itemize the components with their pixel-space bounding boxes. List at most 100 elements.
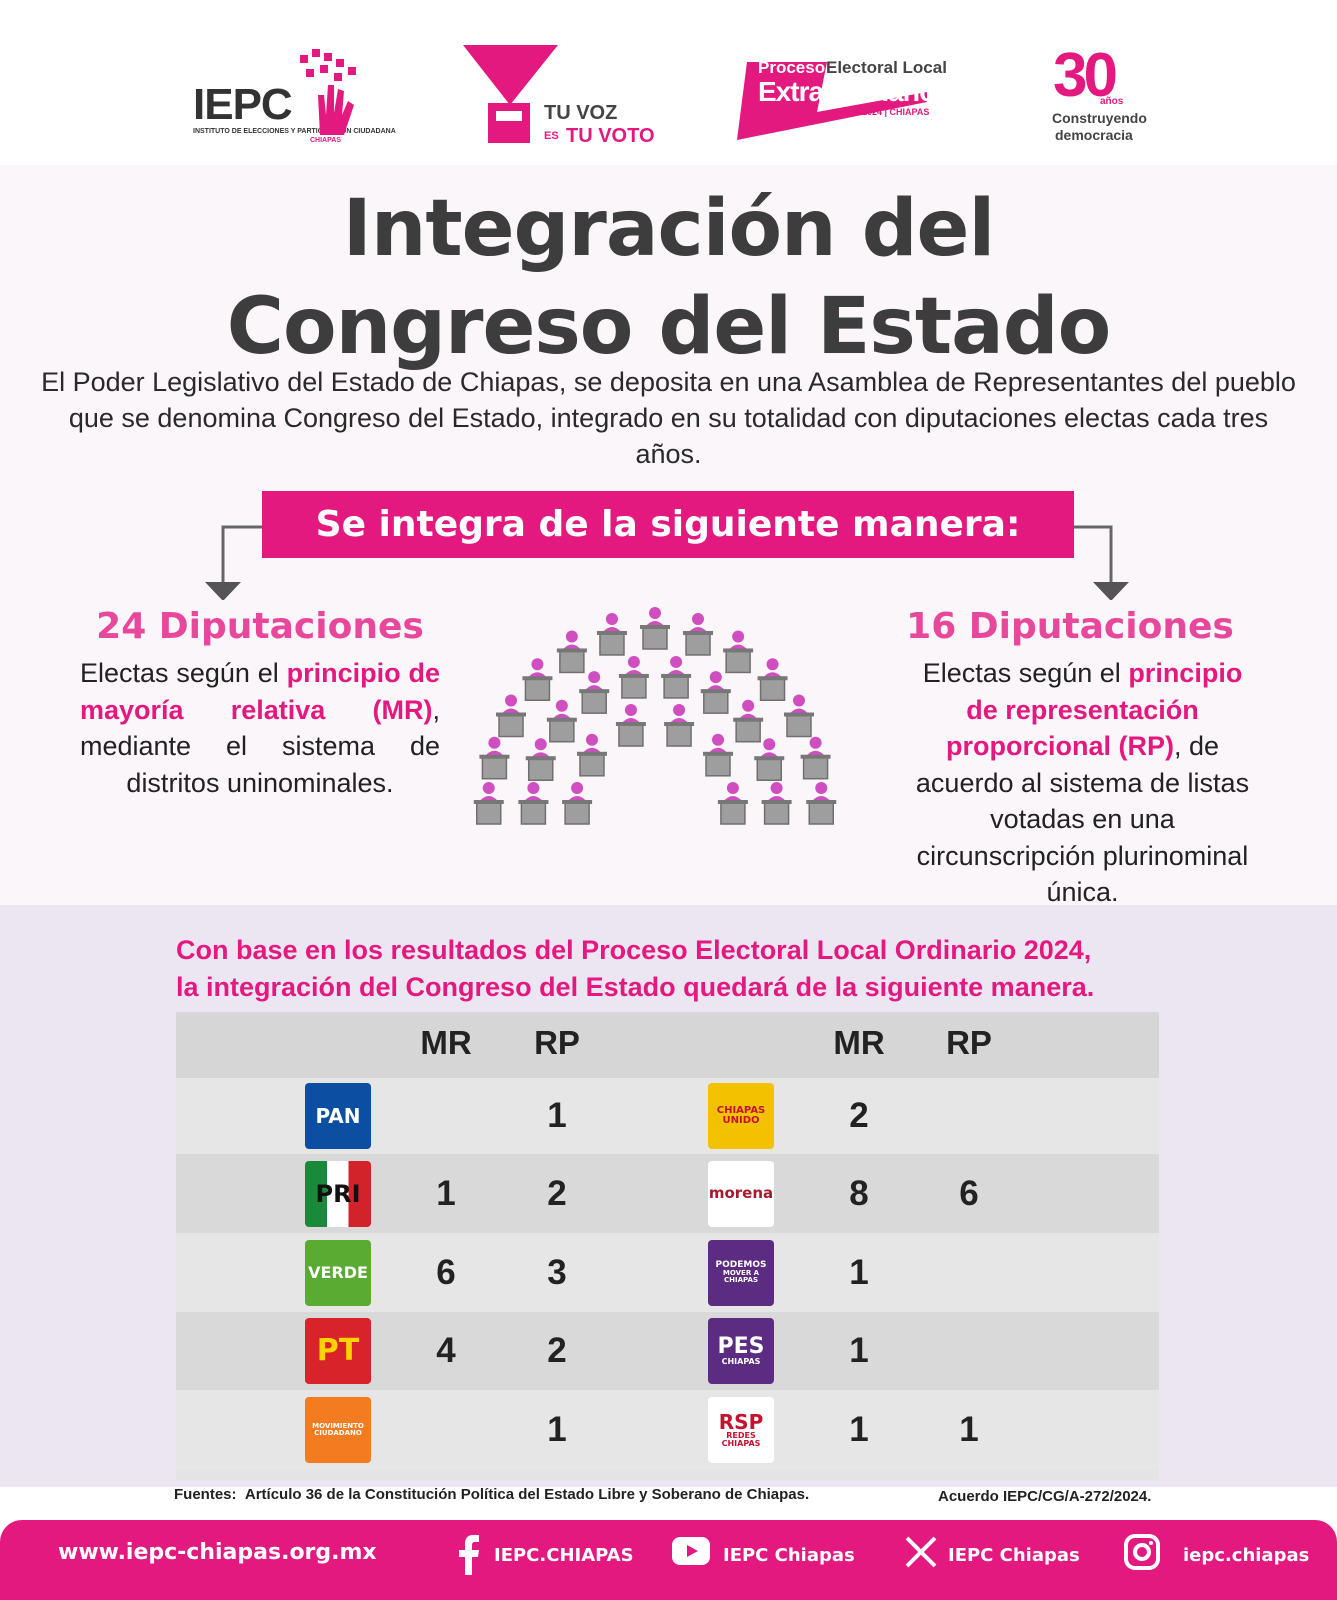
seat bbox=[756, 757, 783, 781]
seat bbox=[618, 673, 649, 678]
party-name: PODEMOS bbox=[715, 1260, 767, 1270]
results-heading: Con base en los resultados del Proceso E… bbox=[176, 932, 1094, 1006]
seat bbox=[534, 738, 547, 751]
seat bbox=[481, 755, 508, 780]
seat bbox=[525, 756, 556, 761]
seat bbox=[522, 676, 553, 681]
party-name: CHIAPAS bbox=[721, 1357, 761, 1366]
seat bbox=[700, 689, 731, 694]
seat-count: 6 bbox=[959, 1173, 979, 1213]
seat bbox=[579, 689, 610, 694]
seat bbox=[712, 733, 725, 746]
seat bbox=[624, 704, 637, 717]
seat bbox=[723, 648, 754, 653]
mr-heading: 24 Diputaciones bbox=[96, 606, 424, 647]
seat bbox=[576, 751, 607, 756]
seat bbox=[505, 694, 518, 707]
party-name: CIUDADANO bbox=[314, 1429, 362, 1437]
sources-label: Fuentes: bbox=[174, 1486, 237, 1503]
seat bbox=[531, 658, 544, 671]
seat bbox=[549, 718, 575, 743]
seat bbox=[763, 801, 790, 825]
youtube-handle[interactable]: IEPC Chiapas bbox=[723, 1545, 855, 1566]
mr-text-part: , mediante el sistema de distritos unino… bbox=[80, 694, 440, 798]
seat bbox=[562, 800, 593, 804]
seat bbox=[670, 655, 683, 668]
seat-count: 3 bbox=[547, 1252, 567, 1292]
seat bbox=[742, 699, 755, 712]
seat bbox=[786, 713, 812, 738]
seat bbox=[703, 690, 729, 714]
seat bbox=[685, 632, 711, 656]
seat bbox=[705, 753, 731, 777]
column-header: RP bbox=[534, 1024, 580, 1061]
party-name: PAN bbox=[315, 1104, 361, 1128]
seat bbox=[800, 754, 831, 759]
column-header: RP bbox=[946, 1024, 992, 1061]
seat bbox=[732, 630, 745, 643]
seat bbox=[621, 675, 647, 699]
process-word2: Electoral Local bbox=[826, 58, 947, 77]
mr-text-part: Electas según el bbox=[80, 658, 287, 688]
party-logo: MOVIMIENTO CIUDADANO bbox=[305, 1397, 371, 1463]
seat bbox=[520, 801, 547, 825]
seat-count: 8 bbox=[849, 1173, 869, 1213]
facebook-handle[interactable]: IEPC.CHIAPAS bbox=[494, 1545, 634, 1566]
congress-illustration bbox=[473, 607, 837, 825]
seat-count: 1 bbox=[547, 1410, 567, 1449]
seat bbox=[518, 800, 549, 804]
seat bbox=[581, 690, 607, 714]
party-name: CHIAPAS bbox=[721, 1439, 761, 1448]
seat bbox=[488, 736, 501, 749]
instagram-handle[interactable]: iepc.chiapas bbox=[1183, 1545, 1310, 1566]
intro-text: El Poder Legislativo del Estado de Chiap… bbox=[41, 367, 1296, 469]
rp-heading: 16 Diputaciones bbox=[906, 606, 1234, 647]
website[interactable]: www.iepc-chiapas.org.mx bbox=[58, 1540, 377, 1565]
seat-count: 4 bbox=[436, 1331, 456, 1370]
seat-count: 2 bbox=[547, 1331, 567, 1370]
seat-count: 2 bbox=[547, 1173, 567, 1213]
seat bbox=[482, 782, 495, 794]
footer-bar bbox=[0, 1520, 1337, 1600]
iepc-full-name: INSTITUTO DE ELECCIONES Y PARTICIPACIÓN … bbox=[193, 128, 396, 135]
seat-count: 1 bbox=[436, 1173, 456, 1213]
seat bbox=[473, 800, 504, 804]
seat bbox=[585, 733, 598, 746]
seat bbox=[766, 658, 779, 671]
seat bbox=[498, 713, 524, 738]
anniversary-line2: democracia bbox=[1055, 127, 1133, 143]
seat bbox=[783, 712, 814, 717]
seat bbox=[615, 722, 646, 727]
seat bbox=[496, 712, 527, 717]
party-logo: VERDE bbox=[305, 1239, 371, 1306]
mr-text: Electas según el principio de mayoría re… bbox=[80, 655, 440, 801]
sources-text: Artículo 36 de la Constitución Política … bbox=[244, 1486, 810, 1503]
process-word3: Extraordinario bbox=[758, 76, 936, 107]
anniversary-unit: años bbox=[1100, 96, 1124, 107]
seat bbox=[664, 722, 695, 727]
seat-count: 1 bbox=[547, 1096, 567, 1135]
seat bbox=[754, 756, 785, 761]
x-handle[interactable]: IEPC Chiapas bbox=[948, 1545, 1080, 1566]
title: Integración del Congreso del Estado bbox=[0, 180, 1337, 376]
x-icon bbox=[905, 1536, 937, 1568]
seat-count: 1 bbox=[849, 1331, 869, 1370]
seat bbox=[792, 694, 805, 707]
party-logo: PRI bbox=[305, 1160, 371, 1227]
party-name: UNIDO bbox=[722, 1115, 760, 1126]
sources: Fuentes: Artículo 36 de la Constitución … bbox=[174, 1486, 809, 1503]
process-word1: Proceso bbox=[758, 58, 826, 77]
party-name: VERDE bbox=[308, 1262, 368, 1282]
seat bbox=[599, 632, 625, 656]
seat bbox=[808, 801, 834, 825]
rp-highlight: principio de representación proporcional… bbox=[945, 658, 1243, 761]
seat bbox=[596, 630, 627, 635]
slogan-es: ES bbox=[544, 130, 559, 142]
seat bbox=[546, 717, 577, 722]
results-heading-line: Con base en los resultados del Proceso E… bbox=[176, 935, 1092, 965]
seat bbox=[692, 612, 705, 625]
seat bbox=[759, 677, 786, 702]
seat bbox=[761, 800, 792, 804]
seat bbox=[642, 626, 668, 650]
